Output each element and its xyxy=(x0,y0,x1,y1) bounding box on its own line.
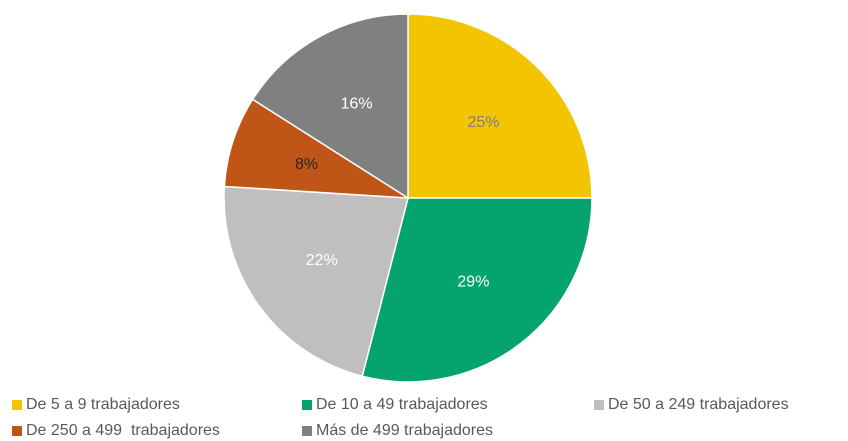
pie-slice xyxy=(361,197,593,383)
data-label: 25% xyxy=(467,114,499,131)
legend-label: Más de 499 trabajadores xyxy=(316,422,493,439)
legend-swatch xyxy=(12,426,22,436)
pie-slice xyxy=(407,13,593,199)
legend-label: De 5 a 9 trabajadores xyxy=(26,396,180,413)
pie-slice xyxy=(223,98,409,199)
legend-swatch xyxy=(12,400,22,410)
pie-slice xyxy=(223,185,409,378)
legend-swatch xyxy=(302,426,312,436)
data-label: 16% xyxy=(341,96,373,113)
legend-label: De 250 a 499 trabajadores xyxy=(26,422,220,439)
legend-label: De 50 a 249 trabajadores xyxy=(608,396,789,413)
legend-swatch xyxy=(594,400,604,410)
legend-swatch xyxy=(302,400,312,410)
legend-label: De 10 a 49 trabajadores xyxy=(316,396,488,413)
data-label: 29% xyxy=(457,274,489,291)
data-label: 22% xyxy=(306,252,338,269)
pie-slice xyxy=(251,13,409,200)
data-label: 8% xyxy=(295,156,318,173)
